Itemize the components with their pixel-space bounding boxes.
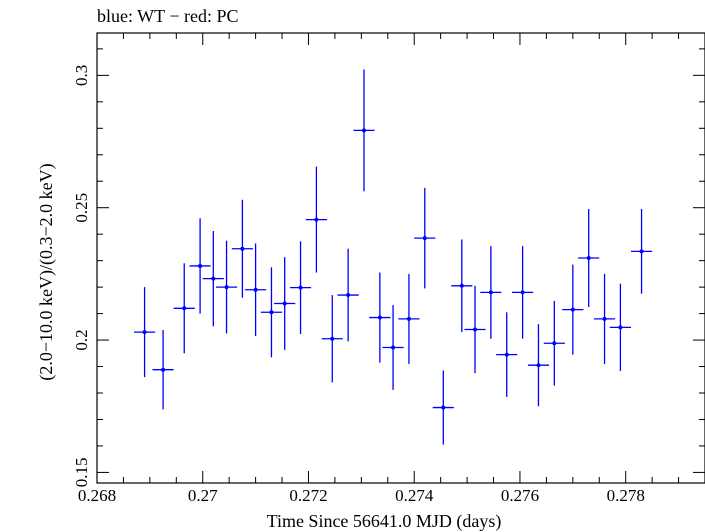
x-tick-label: 0.268 (78, 486, 116, 505)
data-point (543, 300, 565, 386)
data-point (321, 295, 343, 383)
data-point (496, 312, 518, 397)
point-marker (488, 290, 493, 295)
point-marker (552, 341, 557, 346)
y-axis-label: (2.0−10.0 keV)/(0.3−2.0 keV) (36, 163, 57, 380)
data-point (382, 305, 404, 390)
point-marker (282, 301, 287, 306)
point-marker (422, 236, 427, 241)
tick-labels: 0.268 0.27 0.272 0.274 0.276 0.278 0.15 0.2 0.25… (72, 65, 645, 505)
data-point (289, 241, 312, 334)
point-marker (161, 367, 166, 372)
point-marker (639, 249, 644, 254)
point-marker (391, 345, 396, 350)
x-tick-label: 0.27 (188, 486, 218, 505)
point-marker (459, 283, 464, 288)
data-point (152, 330, 174, 410)
axis-ticks (96, 33, 705, 483)
x-tick-label: 0.274 (395, 486, 434, 505)
chart-title: blue: WT − red: PC (97, 6, 238, 26)
point-marker (504, 352, 509, 357)
point-marker (314, 217, 319, 222)
point-marker (586, 256, 591, 260)
y-tick-label: 0.2 (72, 329, 91, 350)
x-axis-label: Time Since 56641.0 MJD (days) (267, 511, 502, 532)
data-point (609, 283, 631, 372)
point-marker (602, 316, 607, 321)
x-tick-label: 0.276 (501, 486, 539, 505)
point-marker (253, 287, 258, 292)
y-tick-label: 0.15 (72, 458, 91, 488)
point-marker (224, 285, 229, 290)
data-point (353, 69, 375, 192)
data-point (480, 246, 502, 339)
data-point (305, 166, 327, 273)
x-tick-label: 0.278 (607, 486, 645, 505)
data-point (189, 218, 211, 314)
data-point (134, 287, 156, 378)
data-point (231, 199, 253, 298)
point-marker (182, 306, 187, 311)
data-point (173, 263, 195, 354)
point-marker (142, 330, 147, 335)
point-marker (361, 128, 366, 133)
data-point (337, 248, 359, 342)
data-point (527, 324, 550, 407)
y-tick-label: 0.25 (72, 193, 91, 223)
data-point (464, 285, 486, 374)
point-marker (473, 327, 478, 332)
data-point (245, 243, 267, 337)
data-point (451, 239, 473, 333)
point-marker (298, 285, 303, 290)
point-marker (346, 293, 351, 298)
data-point (578, 209, 600, 307)
point-marker (520, 290, 525, 295)
point-marker (406, 316, 411, 321)
point-marker (330, 336, 335, 341)
point-marker (240, 246, 245, 251)
data-point (202, 231, 224, 327)
point-marker (570, 307, 575, 312)
data-point (630, 209, 653, 294)
data-point (593, 273, 616, 364)
data-point (369, 272, 391, 363)
data-point (432, 370, 454, 445)
data-point (398, 273, 420, 364)
data-point (562, 264, 584, 355)
data-point (512, 246, 534, 339)
y-tick-label: 0.3 (72, 65, 91, 86)
x-tick-label: 0.272 (289, 486, 327, 505)
point-marker (441, 405, 446, 410)
plot-frame (96, 32, 705, 484)
point-marker (618, 325, 623, 330)
data-point (260, 267, 283, 358)
data-point (215, 240, 238, 334)
point-marker (198, 263, 203, 268)
point-marker (377, 315, 382, 320)
point-marker (536, 363, 541, 368)
data-point (414, 187, 436, 289)
point-marker (269, 310, 274, 315)
data-point (274, 257, 296, 350)
point-marker (211, 276, 216, 281)
data-points (134, 69, 653, 445)
